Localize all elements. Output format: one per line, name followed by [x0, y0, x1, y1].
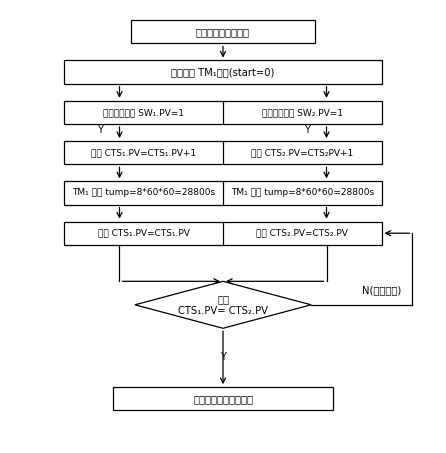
- Text: 启动包装机计袋程序: 启动包装机计袋程序: [196, 27, 250, 37]
- Text: 比较
CTS₁.PV= CTS₂.PV: 比较 CTS₁.PV= CTS₂.PV: [178, 294, 268, 316]
- Text: TM₁ 满溢 tump=8*60*60=28800s: TM₁ 满溢 tump=8*60*60=28800s: [72, 188, 215, 198]
- Text: 计袋光电开关 SW₁.PV=1: 计袋光电开关 SW₁.PV=1: [103, 108, 184, 117]
- Text: TM₁ 满溢 tump=8*60*60=28800s: TM₁ 满溢 tump=8*60*60=28800s: [231, 188, 374, 198]
- FancyBboxPatch shape: [64, 222, 382, 245]
- Text: 计袋 CTS₁.PV=CTS₁.PV: 计袋 CTS₁.PV=CTS₁.PV: [98, 229, 190, 238]
- FancyBboxPatch shape: [64, 141, 382, 164]
- Text: Y: Y: [98, 125, 103, 135]
- Text: Y: Y: [304, 125, 310, 135]
- FancyBboxPatch shape: [113, 387, 333, 410]
- Polygon shape: [135, 281, 311, 328]
- Text: 计袋 CTS₂.PV=CTS₂PV+1: 计袋 CTS₂.PV=CTS₂PV+1: [251, 148, 353, 157]
- FancyBboxPatch shape: [64, 181, 382, 205]
- FancyBboxPatch shape: [64, 101, 382, 124]
- Text: N(人工校核): N(人工校核): [362, 285, 401, 295]
- FancyBboxPatch shape: [131, 20, 315, 43]
- Text: 计袋光电开关 SW₂.PV=1: 计袋光电开关 SW₂.PV=1: [262, 108, 343, 117]
- Text: 计袋 CTS₁.PV=CTS₁.PV+1: 计袋 CTS₁.PV=CTS₁.PV+1: [91, 148, 196, 157]
- FancyBboxPatch shape: [64, 61, 382, 84]
- Text: 计袋 CTS₂.PV=CTS₂.PV: 计袋 CTS₂.PV=CTS₂.PV: [256, 229, 348, 238]
- Text: 程序进入产量计算模式: 程序进入产量计算模式: [193, 394, 253, 404]
- Text: Y: Y: [220, 352, 226, 362]
- Text: 班次计时 TM₁开始(start=0): 班次计时 TM₁开始(start=0): [171, 67, 275, 77]
